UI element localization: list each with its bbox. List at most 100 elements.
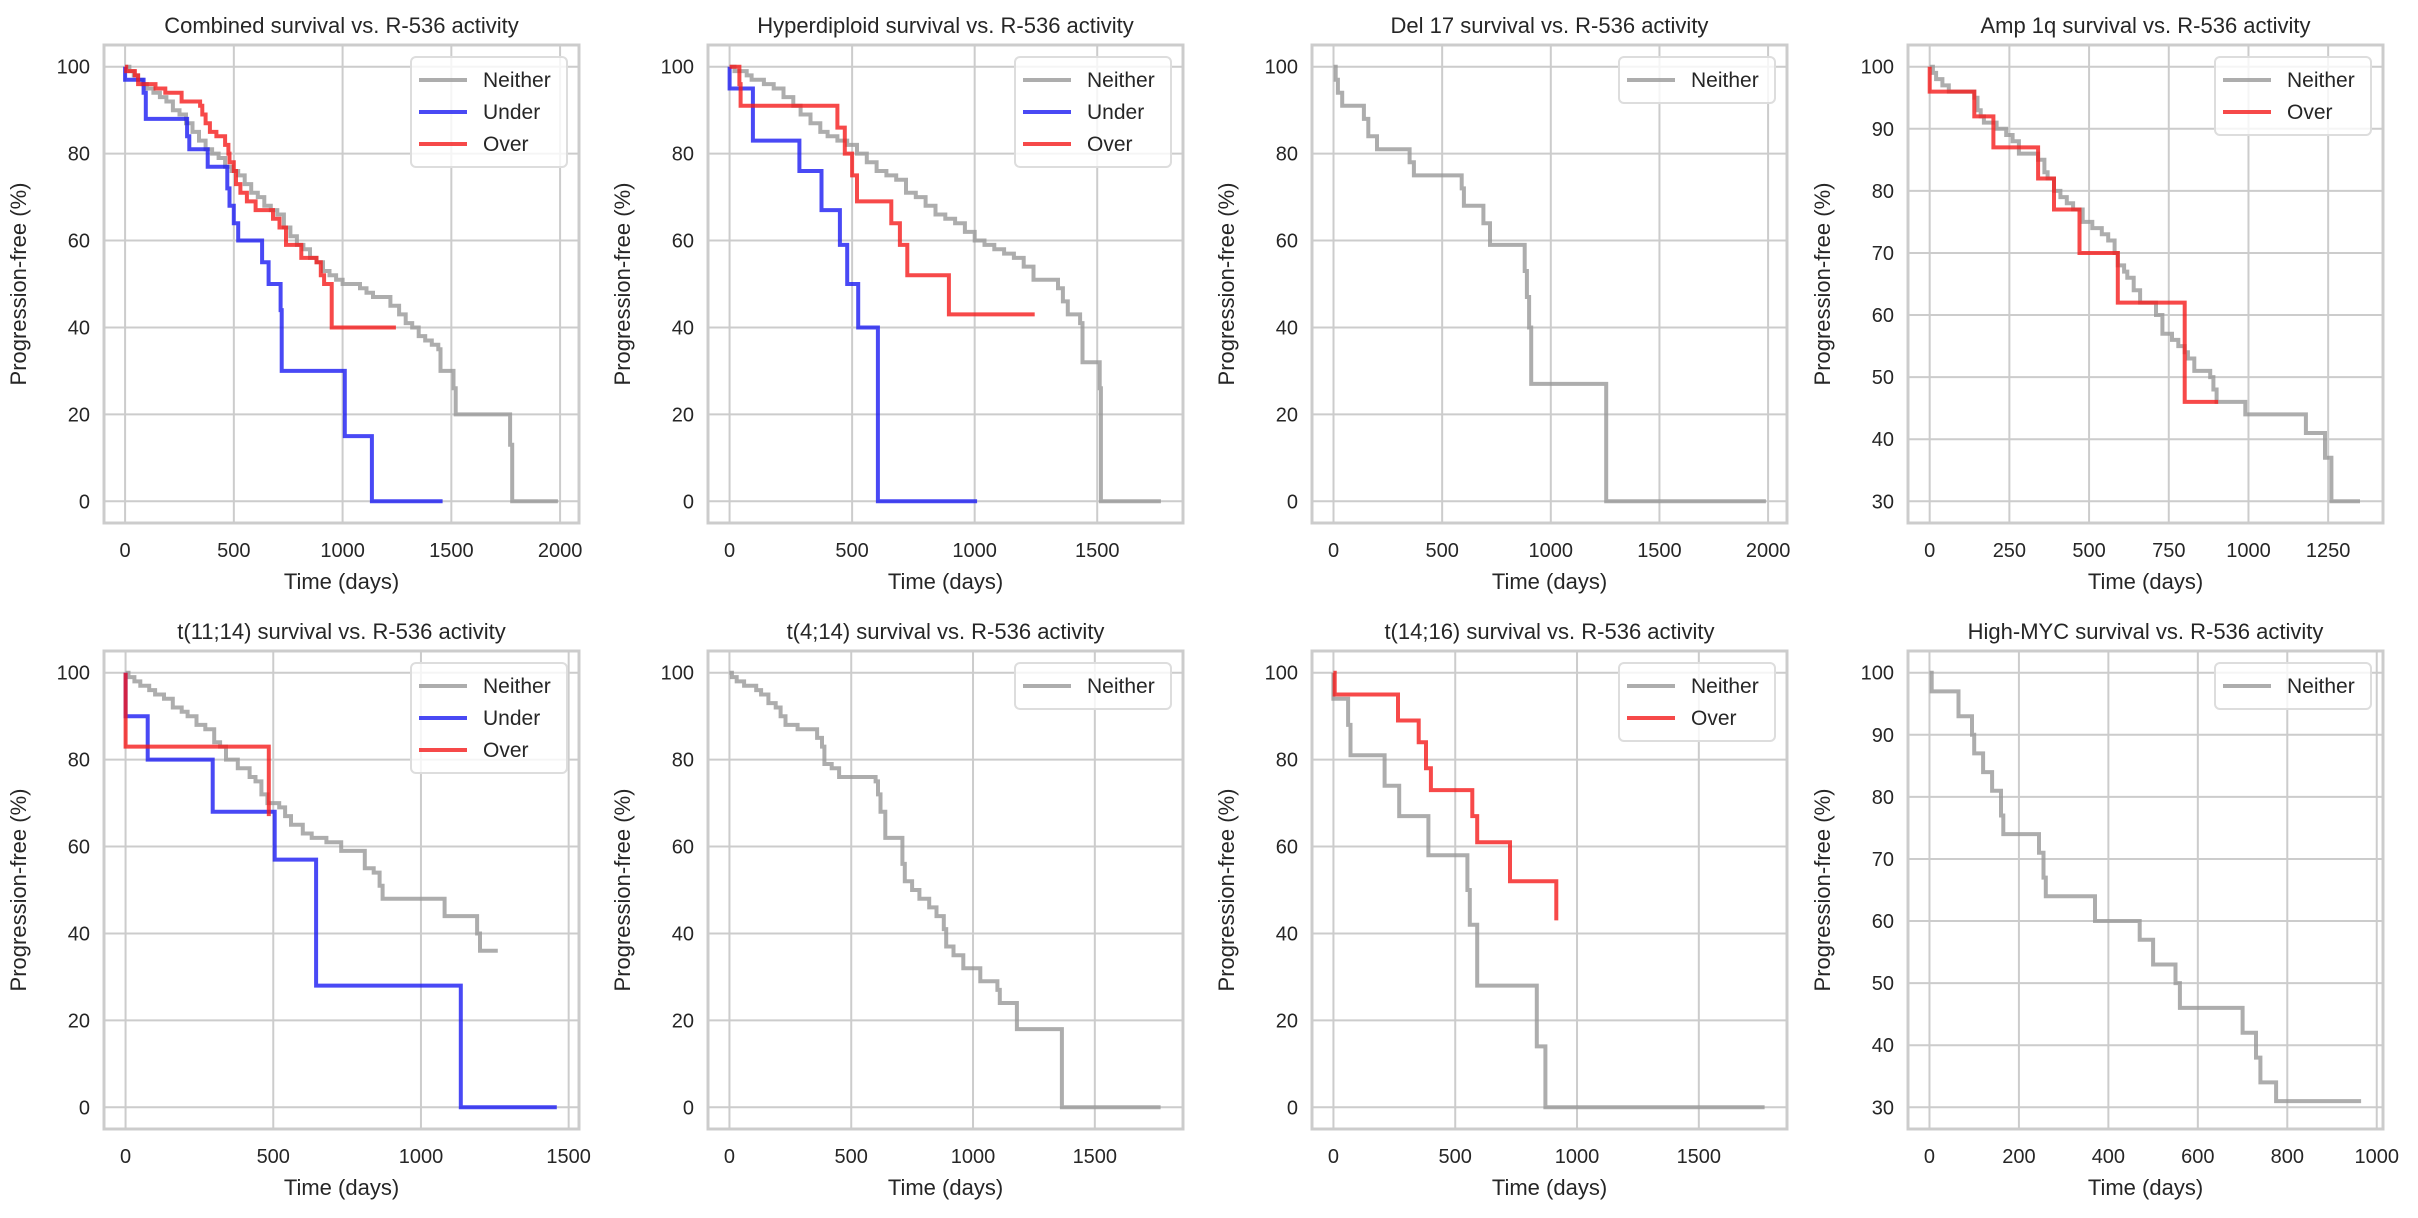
y-axis-label: Progression-free (%) <box>6 789 31 992</box>
axes-frame <box>1310 43 1789 525</box>
x-tick-label: 2000 <box>1746 540 1791 562</box>
legend-box <box>1618 662 1776 742</box>
legend-box <box>410 662 568 774</box>
y-tick-label: 40 <box>68 317 90 339</box>
chart-title: t(14;16) survival vs. R-536 activity <box>1384 619 1714 644</box>
y-tick-label: 100 <box>57 663 90 685</box>
gridlines <box>1908 45 2383 523</box>
chart-panel-7: 0 500 1000 1500 0 20 40 60 80 100 t(14;16) surviva… <box>1214 619 1789 1200</box>
series-group <box>1929 670 2362 1104</box>
legend-label-neither: Neither <box>483 69 551 92</box>
legend-label-under: Under <box>1087 101 1144 124</box>
y-tick-label: 0 <box>79 1097 90 1119</box>
y-tick-label: 60 <box>1872 305 1894 327</box>
chart-panel-5: 0 500 1000 1500 0 20 40 60 80 100 t(11;14) surviva… <box>6 619 591 1200</box>
chart-panel-6: 0 500 1000 1500 0 20 40 60 80 100 t(4;14) survival… <box>610 619 1185 1200</box>
x-tick-label: 0 <box>1924 1146 1935 1168</box>
legend-label-neither: Neither <box>1087 675 1155 698</box>
chart-title: t(11;14) survival vs. R-536 activity <box>177 619 505 644</box>
y-axis-label: Progression-free (%) <box>610 183 635 386</box>
legend-label-neither: Neither <box>483 675 551 698</box>
chart-title: t(4;14) survival vs. R-536 activity <box>787 619 1105 644</box>
x-tick-label: 1500 <box>546 1146 591 1168</box>
y-tick-label: 40 <box>672 923 694 945</box>
legend-box <box>2214 662 2372 710</box>
y-tick-label: 50 <box>1872 973 1894 995</box>
chart-title: Combined survival vs. R-536 activity <box>164 13 519 38</box>
legend-box <box>1618 56 1776 104</box>
legend-label-under: Under <box>483 707 540 730</box>
series-group <box>123 670 557 1110</box>
y-tick-label: 40 <box>672 317 694 339</box>
y-axis-label: Progression-free (%) <box>1214 789 1239 992</box>
x-tick-label: 500 <box>217 540 250 562</box>
x-axis-label: Time (days) <box>284 1175 399 1200</box>
y-tick-label: 20 <box>672 1010 694 1032</box>
axes-frame <box>102 649 581 1131</box>
series-group <box>1927 64 2360 504</box>
legend: Neither <box>1014 662 1172 710</box>
x-tick-label: 0 <box>120 1146 131 1168</box>
x-tick-label: 1000 <box>952 540 997 562</box>
chart-panel-8: 0 200 400 600 800 1000 30 40 50 60 70 80 90 100 High-M… <box>1810 619 2399 1200</box>
series-line-under <box>123 66 443 504</box>
plot-area <box>1312 45 1787 523</box>
x-tick-label: 500 <box>2072 540 2105 562</box>
axes-frame <box>102 43 581 525</box>
y-tick-label: 60 <box>68 231 90 253</box>
legend-label-neither: Neither <box>2287 675 2355 698</box>
x-tick-label: 0 <box>1328 540 1339 562</box>
series-line-under <box>123 672 557 1110</box>
legend-box <box>1014 662 1172 710</box>
x-tick-label: 0 <box>120 540 131 562</box>
y-tick-label: 90 <box>1872 119 1894 141</box>
y-tick-label: 20 <box>68 1010 90 1032</box>
y-tick-label: 90 <box>1872 725 1894 747</box>
y-tick-label: 100 <box>661 663 694 685</box>
y-tick-label: 20 <box>1276 1010 1298 1032</box>
y-tick-label: 30 <box>1872 1097 1894 1119</box>
y-tick-label: 80 <box>68 750 90 772</box>
chart-panel-1: 0 500 1000 1500 2000 0 20 40 60 80 100 Combined sur… <box>6 13 582 594</box>
y-tick-label: 0 <box>79 491 90 513</box>
chart-panel-3: 0 500 1000 1500 2000 0 20 40 60 80 100 Del 17 survi… <box>1214 13 1790 594</box>
x-axis-label: Time (days) <box>2088 569 2203 594</box>
y-tick-label: 100 <box>1265 663 1298 685</box>
x-tick-label: 400 <box>2092 1146 2125 1168</box>
y-tick-label: 40 <box>1872 429 1894 451</box>
x-tick-label: 1500 <box>429 540 474 562</box>
series-group <box>123 64 558 504</box>
x-tick-label: 800 <box>2271 1146 2304 1168</box>
legend-box <box>410 56 568 168</box>
axes-frame <box>706 649 1185 1131</box>
legend-label-over: Over <box>1087 133 1133 156</box>
chart-title: Hyperdiploid survival vs. R-536 activity <box>757 13 1134 38</box>
y-tick-label: 80 <box>672 750 694 772</box>
axes-frame <box>1906 43 2385 525</box>
x-tick-label: 500 <box>1439 1146 1472 1168</box>
y-tick-label: 100 <box>57 57 90 79</box>
series-line-neither <box>729 64 1161 504</box>
y-tick-label: 20 <box>672 404 694 426</box>
y-axis-label: Progression-free (%) <box>1810 183 1835 386</box>
y-tick-label: 80 <box>1872 787 1894 809</box>
y-tick-label: 70 <box>1872 243 1894 265</box>
series-line-over <box>124 64 396 330</box>
series-group <box>1333 64 1766 504</box>
x-tick-label: 250 <box>1993 540 2026 562</box>
x-tick-label: 1000 <box>951 1146 996 1168</box>
series-line-under <box>727 66 978 504</box>
y-tick-label: 60 <box>1276 837 1298 859</box>
x-tick-label: 500 <box>257 1146 290 1168</box>
axes-frame <box>1310 649 1789 1131</box>
x-tick-label: 1000 <box>2354 1146 2399 1168</box>
series-line-neither <box>1331 672 1765 1110</box>
y-tick-label: 0 <box>683 491 694 513</box>
chart-title: High-MYC survival vs. R-536 activity <box>1968 619 2324 644</box>
chart-title: Amp 1q survival vs. R-536 activity <box>1980 13 2310 38</box>
chart-title: Del 17 survival vs. R-536 activity <box>1391 13 1709 38</box>
x-tick-label: 1000 <box>320 540 365 562</box>
x-tick-label: 500 <box>835 1146 868 1168</box>
x-tick-label: 600 <box>2181 1146 2214 1168</box>
y-tick-label: 100 <box>1861 663 1894 685</box>
